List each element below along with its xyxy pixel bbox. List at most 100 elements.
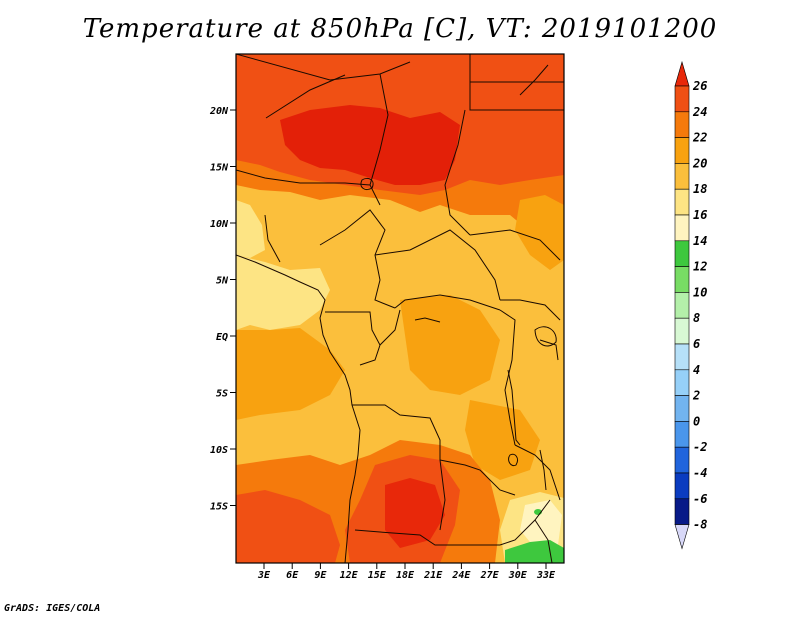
lon-label: 12E (340, 570, 359, 581)
boundaries (236, 54, 564, 563)
border-angola-south (354, 529, 500, 546)
colorbar-label: 8 (693, 311, 700, 325)
colorbar-segment (674, 343, 690, 371)
lon-label: 3E (257, 570, 271, 581)
colorbar-segment (674, 498, 690, 525)
colorbar-label: 12 (693, 260, 707, 274)
field-band-16-west (236, 255, 330, 330)
border-car (374, 229, 501, 301)
border-nigeria-cameroon (319, 209, 396, 309)
lat-label: 15S (210, 502, 228, 513)
border-gabon (325, 311, 381, 366)
lat-label: 20N (209, 106, 229, 117)
border-zambia (439, 459, 516, 496)
temperature-field (236, 54, 564, 563)
field-band-west-coast (236, 200, 265, 258)
colorbar-segment (674, 292, 690, 319)
border-sudan-south (469, 229, 561, 261)
lat-label: 10N (210, 219, 229, 230)
field-band-24-southwest (236, 490, 340, 563)
field-band-20-east (465, 400, 540, 480)
lake-mweru (508, 453, 518, 467)
colorbar-segment (674, 111, 690, 138)
colorbar-label: 22 (692, 131, 707, 145)
lat-label: 5S (216, 389, 228, 400)
border-niger-chad (369, 73, 389, 206)
field-band-20-congo (400, 295, 500, 395)
colorbar-segment (674, 214, 690, 242)
colorbar-segment (674, 188, 690, 216)
colorbar-segment (674, 395, 690, 422)
colorbar-label: -4 (693, 466, 707, 480)
map-frame (235, 53, 565, 564)
colorbar-label: 4 (693, 363, 700, 377)
lon-label: 30E (508, 570, 528, 581)
border-east-2 (539, 339, 559, 361)
field-band-14-southeast (520, 500, 562, 548)
colorbar-segment (674, 163, 690, 190)
colorbar-bottom-arrow (674, 524, 690, 550)
coastline (236, 254, 361, 563)
lon-label: 9E (314, 570, 327, 581)
colorbar-label: 6 (693, 337, 700, 351)
lake-malawi (539, 449, 547, 491)
colorbar-label: -2 (693, 440, 707, 454)
lon-label: 6E (286, 570, 299, 581)
colorbar-label: 24 (692, 105, 707, 119)
lon-label: 18E (396, 570, 415, 581)
lon-label: 27E (480, 570, 500, 581)
border-chad-sudan (444, 109, 471, 236)
colorbar-label: 16 (693, 208, 707, 222)
colorbar-segment (674, 317, 690, 345)
colorbar-label: 2 (692, 389, 700, 403)
red-sea-coast (519, 64, 549, 96)
field-band-26-south (385, 478, 445, 548)
colorbar-label: 10 (693, 285, 707, 299)
colorbar-label: -8 (693, 518, 707, 532)
colorbar-segment (674, 137, 690, 164)
colorbar-top-arrow (674, 60, 690, 87)
border-mozambique (534, 519, 553, 563)
lake-chad (360, 177, 374, 191)
colorbar-segment (674, 421, 690, 448)
colorbar-segment (674, 472, 690, 500)
lat-label: 10S (210, 445, 228, 456)
colorbar-label: 14 (693, 234, 707, 248)
lon-label: 21E (423, 570, 443, 581)
colorbar-label: 26 (692, 79, 707, 93)
colorbar-segment (674, 266, 690, 293)
colorbar-segment (674, 369, 690, 396)
colorbar-segment (674, 446, 690, 474)
colorbar-label: 0 (693, 414, 700, 428)
border-east-1 (500, 299, 561, 321)
lon-label: 15E (368, 570, 387, 581)
border-drc-west (379, 309, 401, 346)
colorbar-segment (674, 240, 690, 267)
lat-label: 5N (216, 276, 229, 287)
border-sahel-1 (236, 169, 371, 186)
border-zimbabwe (499, 499, 551, 546)
border-libya (469, 54, 564, 111)
border-congo (394, 294, 501, 311)
colorbar-label: -6 (693, 492, 707, 506)
colorbar-segment (674, 85, 690, 113)
colorbar-label: 20 (692, 156, 707, 170)
border-angola (352, 404, 441, 460)
lat-label: 15N (210, 163, 229, 174)
longitude-axis: 3E 6E 9E 12E 15E 18E 21E 24E 27E 30E 33E (257, 563, 556, 581)
border-nigeria (264, 214, 281, 263)
border-north-1 (236, 54, 411, 81)
lon-label: 33E (536, 570, 556, 581)
border-zambia-east (439, 459, 446, 531)
latitude-axis: 20N 15N 10N 5N EQ 5S 10S 15S (209, 106, 236, 513)
credit-text: GrADS: IGES/COLA (4, 603, 101, 614)
field-band-20-central (236, 328, 345, 420)
congo-river (414, 317, 441, 323)
lon-label: 24E (451, 570, 471, 581)
border-north-2 (265, 74, 346, 119)
field-band-26-north (280, 105, 460, 185)
chart-title: Temperature at 850hPa [C], VT: 201910120… (82, 14, 718, 44)
lake-victoria (534, 326, 557, 347)
